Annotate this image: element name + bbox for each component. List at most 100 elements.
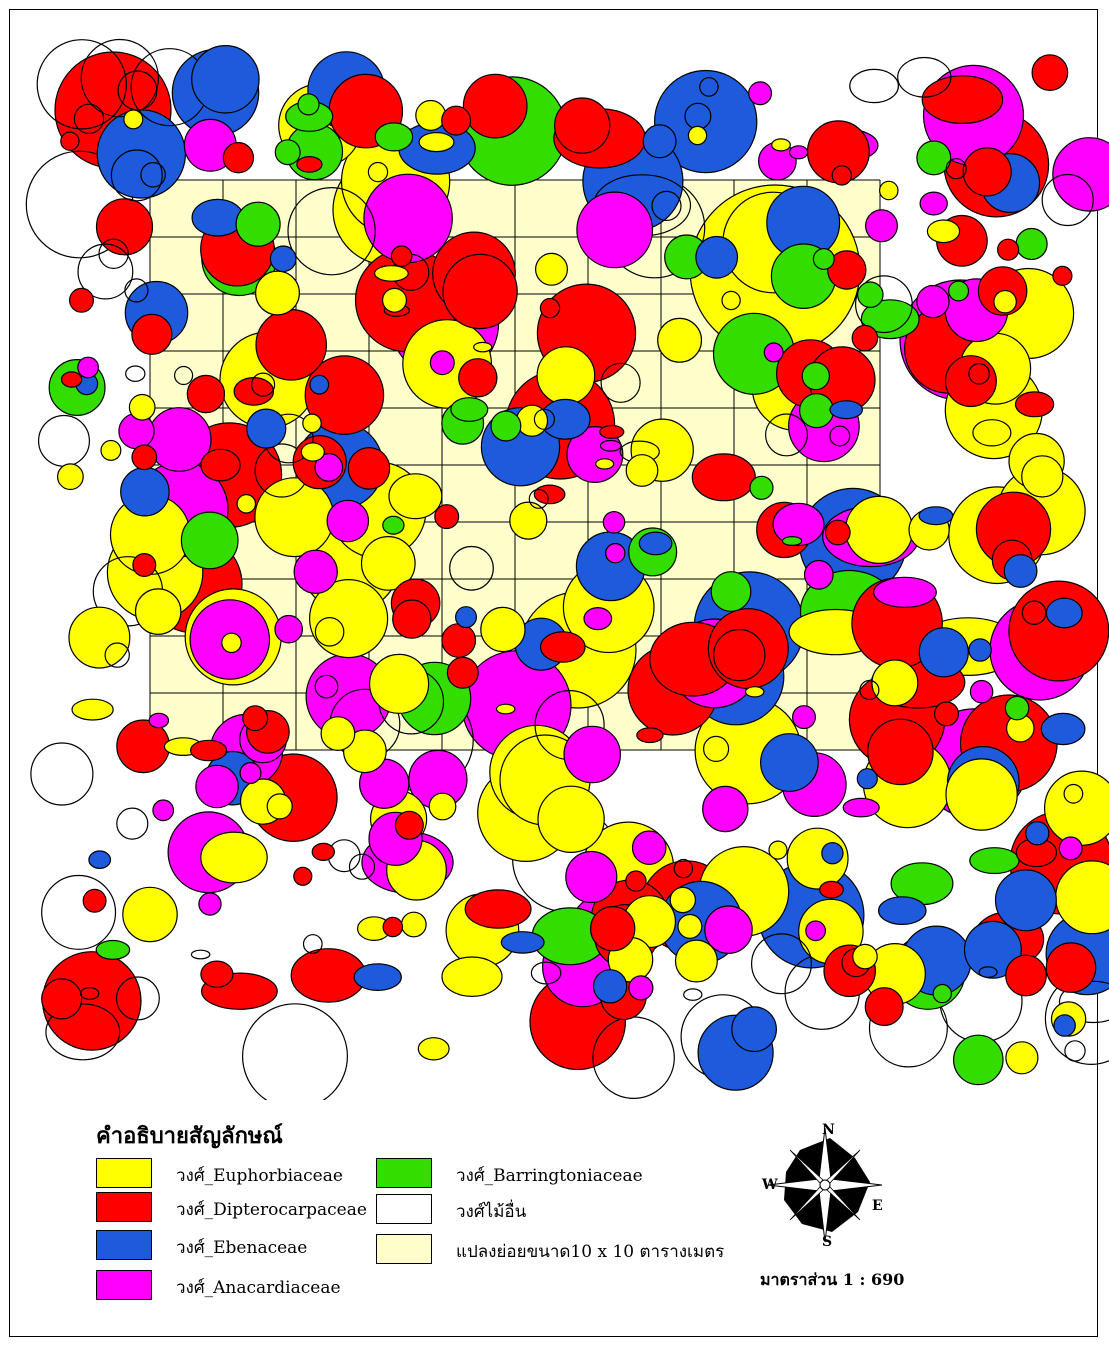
tree-crown xyxy=(198,892,222,916)
tree-crown xyxy=(748,81,773,106)
tree-crown xyxy=(441,623,477,658)
tree-crown xyxy=(415,99,447,131)
tree-crown xyxy=(760,733,819,792)
tree-crown xyxy=(1052,137,1109,212)
tree-crown xyxy=(871,659,919,707)
tree-crown xyxy=(441,956,503,998)
tree-crown xyxy=(392,599,432,639)
tree-crown xyxy=(374,265,409,282)
tree-crown xyxy=(71,698,114,721)
tree-crown-outline xyxy=(115,976,160,1021)
tree-crown xyxy=(534,252,568,286)
compass-rose-icon: N S W E xyxy=(761,1122,883,1250)
tree-crown xyxy=(638,531,673,556)
tree-crown xyxy=(353,963,402,991)
tree-crown xyxy=(605,543,626,564)
tree-crown-outline xyxy=(1041,173,1094,227)
tree-crown xyxy=(803,559,834,590)
tree-crown xyxy=(636,727,664,744)
tree-crown xyxy=(269,245,297,273)
tree-crown xyxy=(41,978,83,1020)
tree-crown xyxy=(948,280,970,302)
tree-crown-outline xyxy=(174,365,194,386)
tree-crown xyxy=(200,448,241,482)
tree-crown xyxy=(710,571,752,612)
tree-crown-outline xyxy=(849,68,899,104)
tree-crown xyxy=(539,297,561,319)
tree-crown xyxy=(933,701,959,727)
swatch-subplot xyxy=(376,1234,432,1264)
tree-crown-outline xyxy=(302,934,323,954)
tree-crown xyxy=(856,768,878,790)
tree-crown-outline xyxy=(79,986,100,1000)
tree-crown-outline xyxy=(110,149,163,202)
tree-crown xyxy=(500,931,545,954)
tree-crown xyxy=(88,850,112,869)
tree-crown xyxy=(1008,580,1109,682)
tree-crown xyxy=(844,495,914,565)
tree-crown xyxy=(1040,712,1086,746)
tree-crown xyxy=(625,454,659,487)
tree-crown xyxy=(781,535,803,546)
tree-crown xyxy=(464,889,532,929)
tree-crown xyxy=(314,453,344,482)
tree-crown xyxy=(473,341,493,353)
tree-crown xyxy=(450,397,489,422)
legend-title: คำอธิบายสัญลักษณ์ xyxy=(96,1123,283,1149)
tree-crown xyxy=(576,191,654,269)
tree-crown xyxy=(657,317,703,363)
tree-crown xyxy=(788,145,809,160)
tree-crown xyxy=(246,408,287,449)
tree-crown xyxy=(873,576,937,608)
tree-crown-outline xyxy=(77,243,134,300)
tree-crown xyxy=(563,725,622,784)
tree-crown-outline xyxy=(1058,980,1109,1024)
tree-crown xyxy=(1031,54,1069,91)
tree-crown xyxy=(1015,227,1048,261)
tree-crown xyxy=(831,165,853,186)
tree-crown-outline xyxy=(1064,1040,1086,1062)
tree-crown xyxy=(695,235,739,279)
tree-crown xyxy=(382,515,405,535)
tree-crown xyxy=(1045,942,1097,993)
tree-crown xyxy=(434,504,460,530)
tree-crown-outline xyxy=(287,187,376,276)
tree-crown xyxy=(1005,1041,1039,1075)
tree-crown xyxy=(418,132,455,153)
tree-crown xyxy=(669,886,697,914)
tree-crown xyxy=(480,606,526,653)
tree-crown xyxy=(128,393,156,421)
tree-crown-outline xyxy=(36,39,128,130)
tree-crown xyxy=(367,161,389,183)
tree-crown xyxy=(200,831,268,884)
tree-crown xyxy=(446,656,479,689)
tree-crown xyxy=(968,638,992,662)
tree-crown-outline xyxy=(125,365,146,382)
tree-crown xyxy=(190,739,228,762)
tree-crown xyxy=(131,313,173,355)
tree-crown xyxy=(805,920,826,942)
tree-crown xyxy=(509,501,548,540)
tree-crown xyxy=(801,361,831,391)
tree-crown-outline xyxy=(348,853,376,880)
tree-crown xyxy=(945,758,1018,831)
tree-crown-outline xyxy=(533,408,556,430)
tree-crown xyxy=(821,842,844,865)
tree-crown xyxy=(1005,954,1047,997)
tree-crown xyxy=(1003,554,1038,588)
tree-crown xyxy=(918,506,954,526)
tree-crown xyxy=(186,374,226,414)
tree-crown xyxy=(255,270,301,316)
tree-crown-outline xyxy=(30,742,94,806)
tree-crown xyxy=(798,393,835,429)
tree-crown xyxy=(400,911,427,938)
tree-crown-outline xyxy=(449,545,494,591)
tree-crown xyxy=(274,614,303,644)
map-frame xyxy=(9,9,1098,1337)
tree-crown-outline xyxy=(968,362,990,385)
tree-crown-outline xyxy=(45,1003,121,1061)
compass-east-label: E xyxy=(872,1198,883,1214)
tree-crown xyxy=(994,869,1057,932)
tree-crown xyxy=(134,588,182,635)
tree-crown-map xyxy=(25,38,1109,1100)
